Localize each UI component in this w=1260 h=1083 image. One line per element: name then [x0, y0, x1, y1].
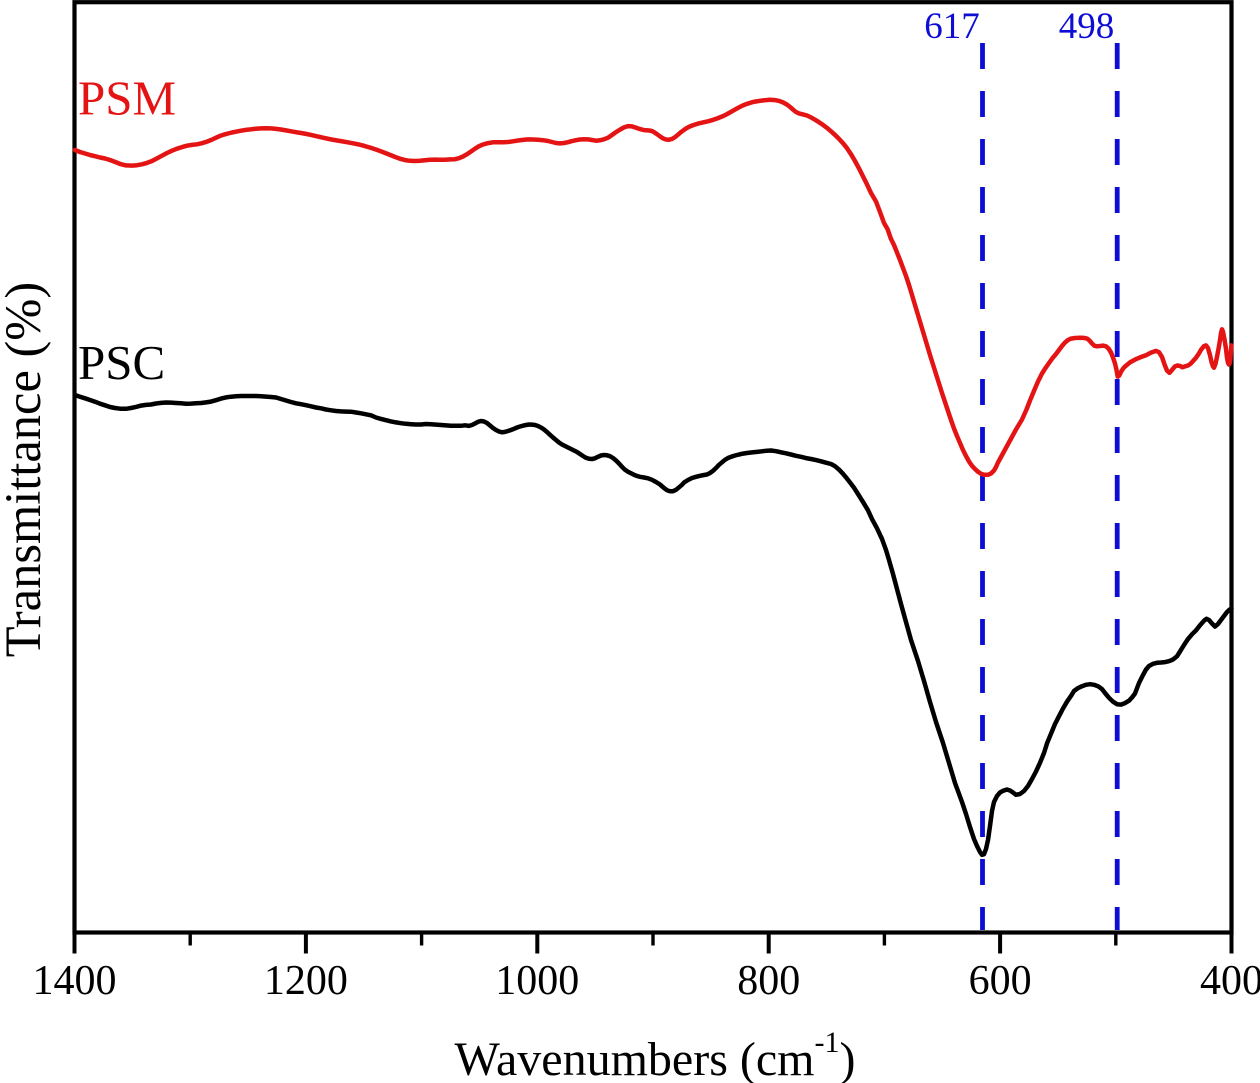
svg-text:617: 617 [924, 6, 980, 47]
svg-text:1000: 1000 [495, 958, 579, 1004]
svg-text:400: 400 [1200, 958, 1260, 1004]
svg-text:800: 800 [737, 958, 800, 1004]
svg-text:1400: 1400 [33, 958, 117, 1004]
svg-text:1200: 1200 [264, 958, 348, 1004]
svg-text:Transmittance (%): Transmittance (%) [0, 282, 51, 657]
svg-text:PSM: PSM [78, 71, 176, 126]
svg-text:Wavenumbers (cm-1): Wavenumbers (cm-1) [455, 1026, 856, 1083]
svg-text:600: 600 [969, 958, 1032, 1004]
svg-text:PSC: PSC [78, 335, 165, 390]
svg-text:498: 498 [1059, 6, 1115, 47]
